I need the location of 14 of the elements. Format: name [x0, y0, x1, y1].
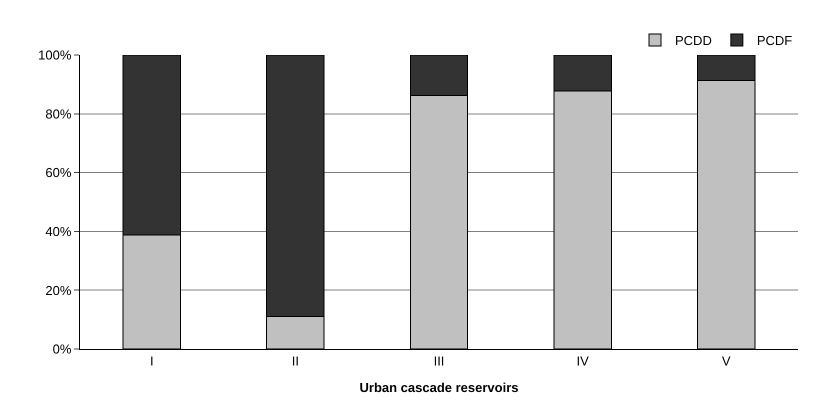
y-tick-label: 80% — [45, 106, 72, 122]
y-tick-label: 0% — [52, 342, 72, 357]
x-tick-label: IV — [576, 354, 590, 369]
y-tick-label: 100% — [38, 48, 72, 63]
y-tick-label: 20% — [45, 282, 72, 298]
x-tick-label: I — [150, 354, 154, 369]
legend-label: PCDD — [675, 33, 712, 48]
x-tick-label: II — [292, 354, 300, 369]
legend-label: PCDF — [756, 33, 792, 48]
x-tick-label: III — [434, 354, 444, 369]
y-tick-label: 40% — [45, 224, 72, 239]
x-tick-label: V — [722, 354, 731, 369]
y-tick-label: 60% — [45, 165, 72, 180]
x-axis-title: Urban cascade reservoirs — [360, 380, 518, 396]
